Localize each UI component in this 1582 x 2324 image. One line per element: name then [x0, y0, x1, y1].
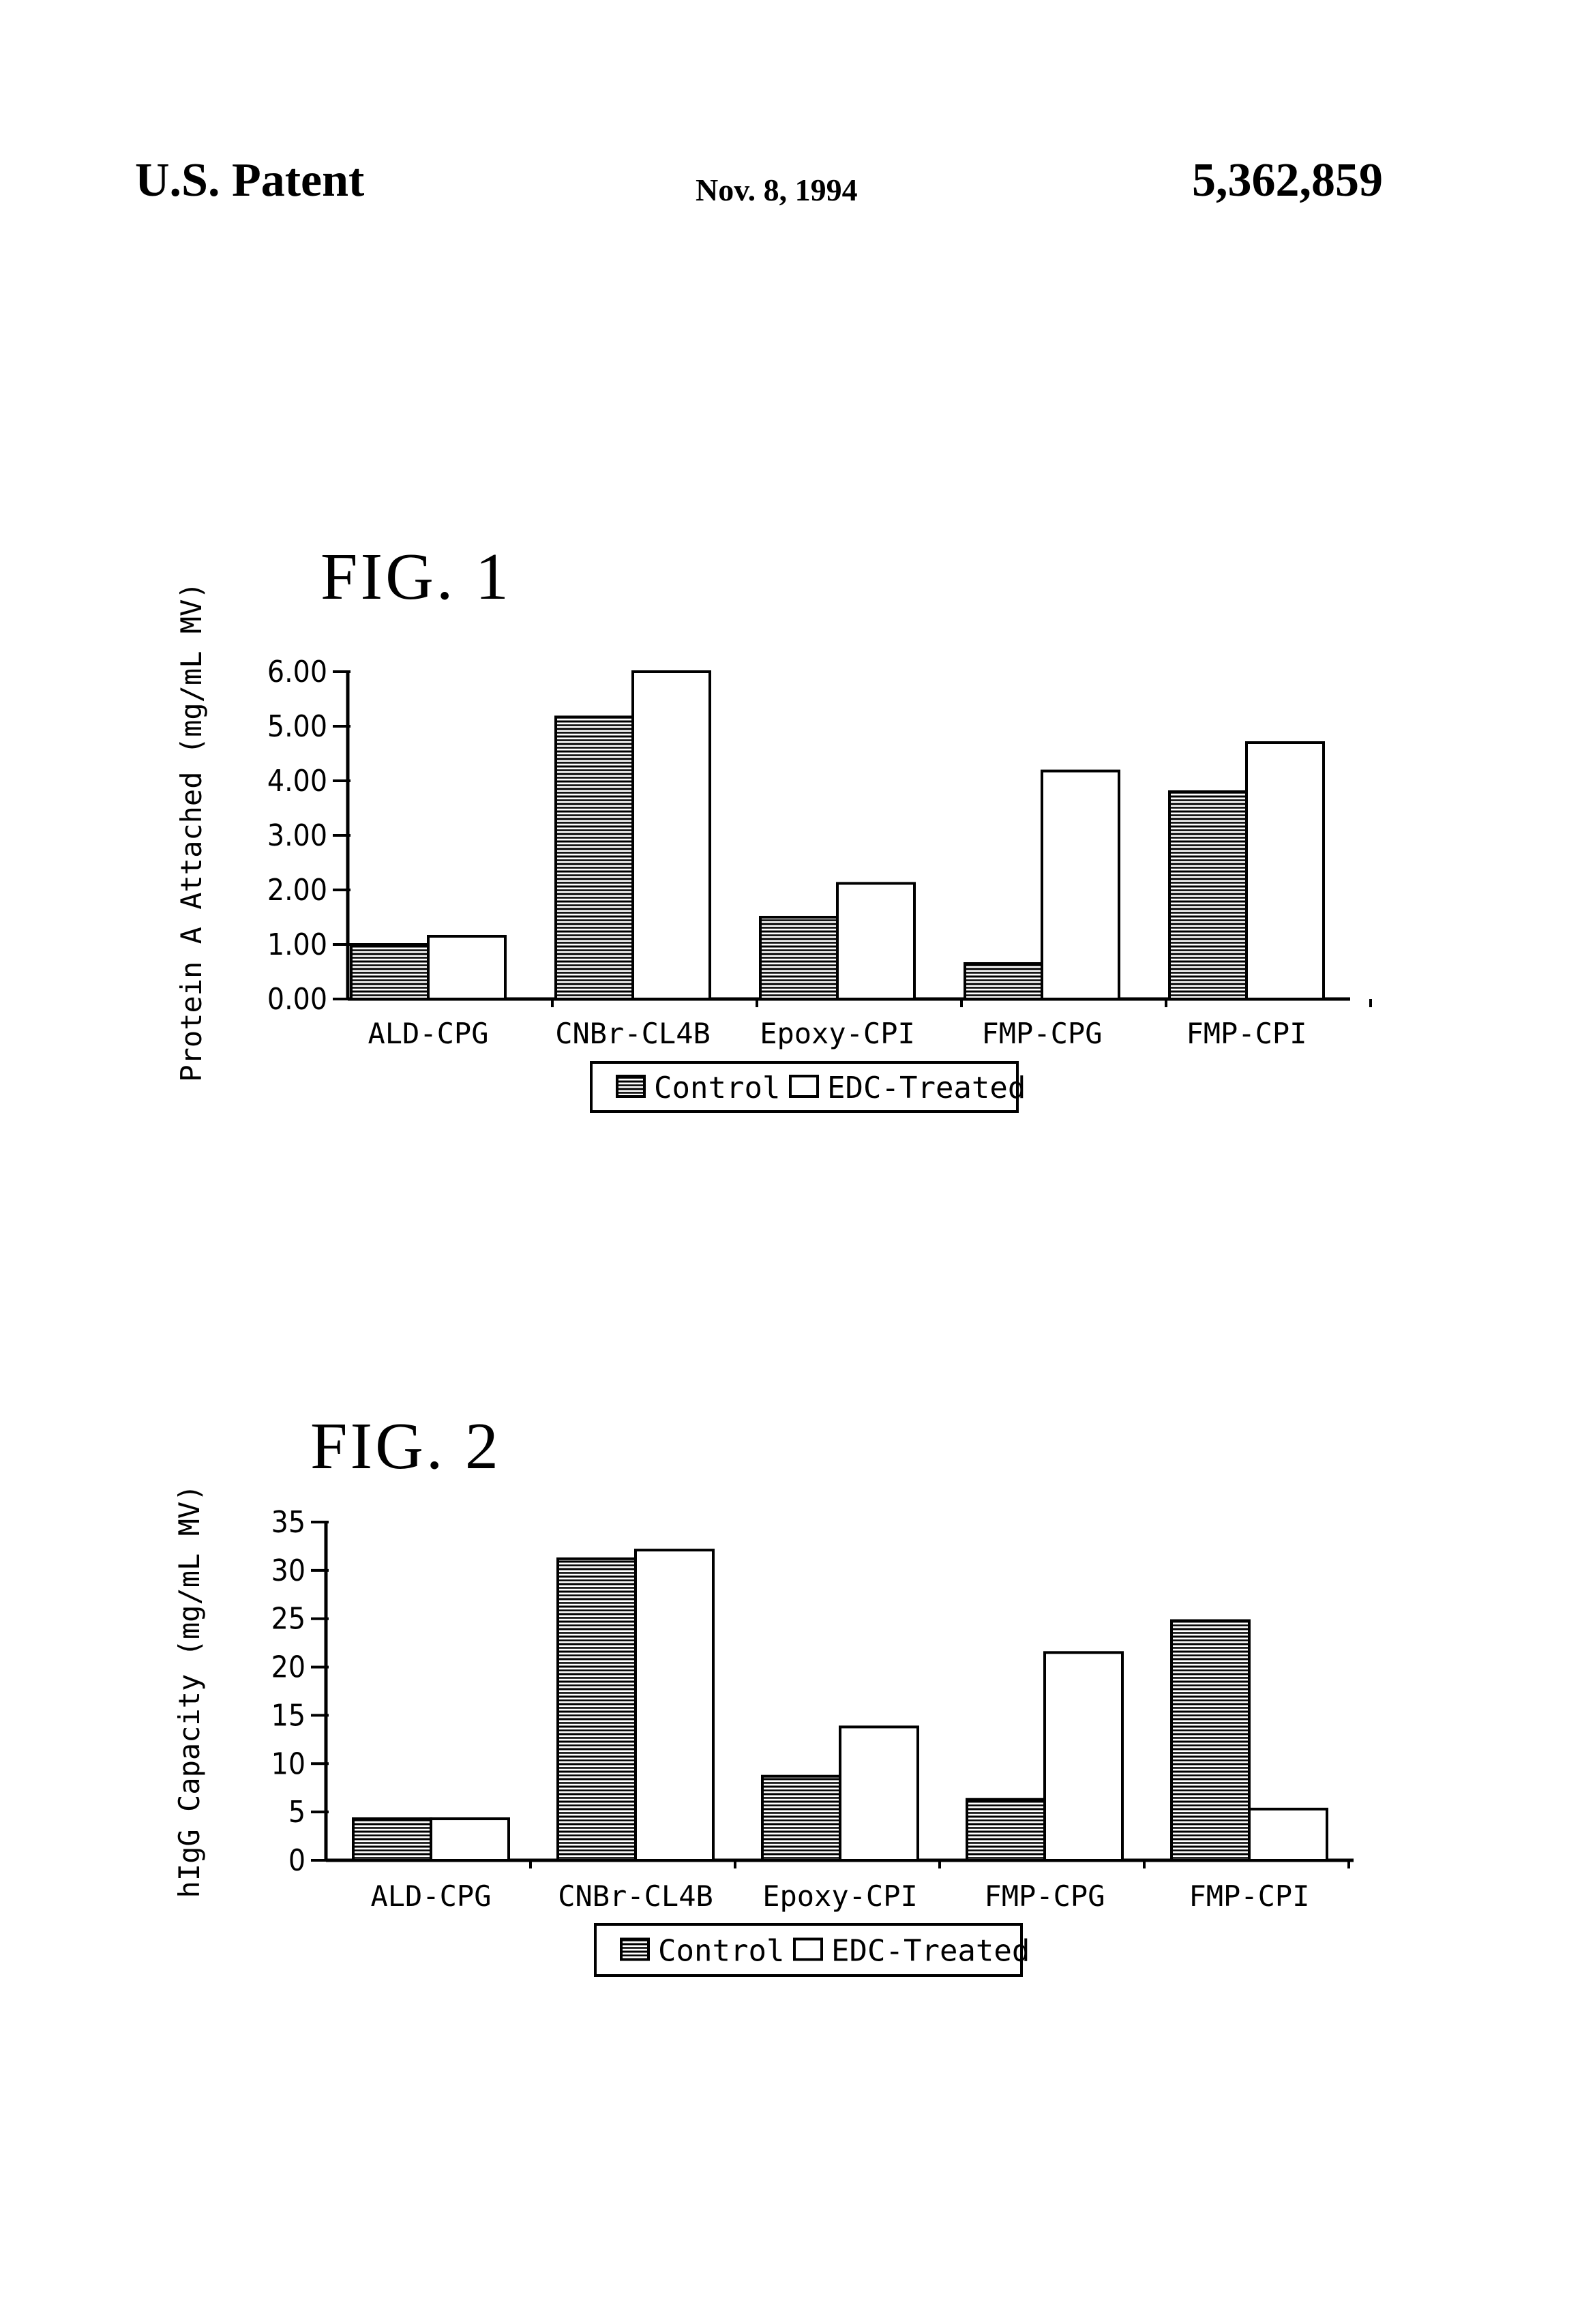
- bar-control: [1171, 1621, 1249, 1860]
- bar-control: [558, 1559, 636, 1860]
- category-label: Epoxy-CPI: [762, 1879, 918, 1913]
- y-tick-label: 20: [271, 1650, 305, 1685]
- bar-control: [353, 1819, 431, 1860]
- y-axis-label: hIgG Capacity (mg/mL MV): [173, 1485, 206, 1898]
- y-tick-label: 30: [271, 1553, 305, 1588]
- y-tick-label: 10: [271, 1746, 305, 1781]
- legend-swatch-edc-treated: [794, 1939, 822, 1960]
- category-label: FMP-CPI: [1189, 1879, 1309, 1913]
- y-tick-label: 0: [288, 1843, 305, 1878]
- bar-edc-treated: [1249, 1809, 1327, 1860]
- y-tick-label: 15: [271, 1698, 305, 1733]
- legend-label-control: Control: [658, 1934, 784, 1969]
- bar-control: [762, 1776, 840, 1860]
- bar-edc-treated: [431, 1819, 509, 1860]
- bar-control: [967, 1800, 1045, 1860]
- bar-edc-treated: [636, 1550, 713, 1860]
- category-label: FMP-CPG: [984, 1879, 1105, 1913]
- y-tick-label: 35: [271, 1505, 305, 1540]
- legend-swatch-control: [621, 1939, 648, 1960]
- bar-edc-treated: [1045, 1652, 1122, 1860]
- bar-edc-treated: [840, 1727, 918, 1860]
- y-tick-label: 25: [271, 1602, 305, 1637]
- category-label: ALD-CPG: [370, 1879, 491, 1913]
- category-label: CNBr-CL4B: [558, 1879, 713, 1913]
- legend-label-edc-treated: EDC-Treated: [831, 1934, 1030, 1969]
- y-tick-label: 5: [288, 1795, 305, 1830]
